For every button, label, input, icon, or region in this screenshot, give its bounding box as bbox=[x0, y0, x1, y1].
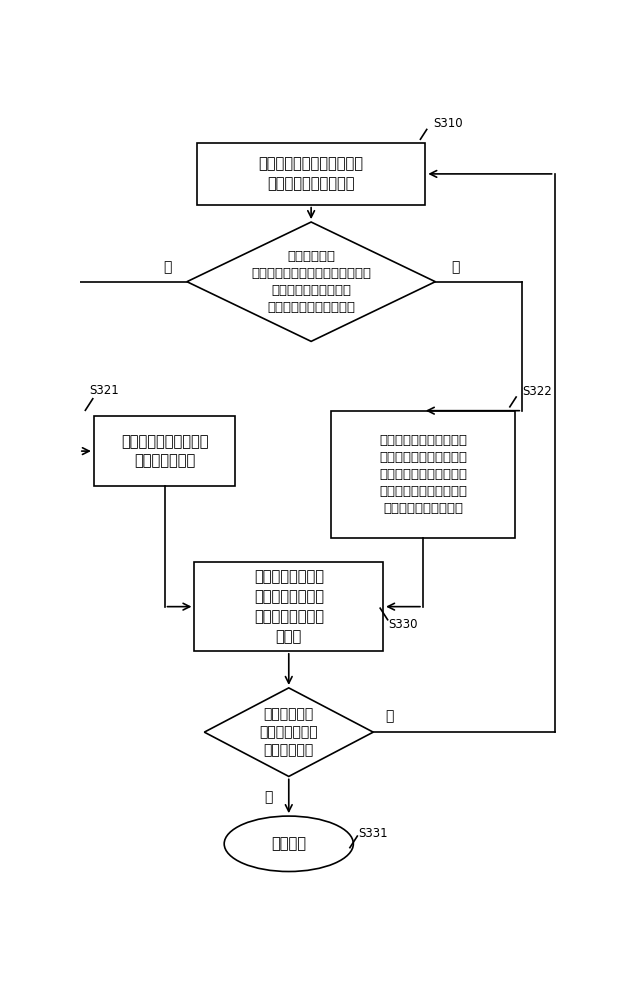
Text: S321: S321 bbox=[89, 384, 119, 397]
FancyBboxPatch shape bbox=[194, 562, 383, 651]
Text: S331: S331 bbox=[358, 827, 388, 840]
Polygon shape bbox=[204, 688, 373, 776]
FancyBboxPatch shape bbox=[331, 411, 515, 538]
Text: S330: S330 bbox=[388, 618, 418, 631]
Text: 当前权值是否
为权值矩阵中的
最后一个权值: 当前权值是否 为权值矩阵中的 最后一个权值 bbox=[260, 707, 318, 758]
Text: 是: 是 bbox=[265, 790, 273, 804]
Text: 当前权值是否
为权值矩阵中的第一个权值，或者
当前权值所在位置是否
与上一权值所在位置相同: 当前权值是否 为权值矩阵中的第一个权值，或者 当前权值所在位置是否 与上一权值所… bbox=[251, 250, 371, 314]
Ellipse shape bbox=[224, 816, 353, 872]
Text: S310: S310 bbox=[433, 117, 462, 130]
Text: S322: S322 bbox=[522, 385, 552, 398]
Text: 计算当前权值矩阵中的
部分和且不移动: 计算当前权值矩阵中的 部分和且不移动 bbox=[121, 434, 208, 468]
Text: 否: 否 bbox=[451, 260, 460, 274]
Text: 计算结束: 计算结束 bbox=[271, 836, 306, 851]
Text: 将计算出的当前权值矩阵
中的部分和向上移动若干
行，向上移动的行数为当
前权值与上一权值所在权
值矩阵中位置的行数差: 将计算出的当前权值矩阵 中的部分和向上移动若干 行，向上移动的行数为当 前权值与… bbox=[379, 434, 467, 515]
Text: 是: 是 bbox=[163, 260, 171, 274]
Text: 获取当前子特征块对应的权
值在权值矩阵中的位置: 获取当前子特征块对应的权 值在权值矩阵中的位置 bbox=[258, 156, 363, 191]
Text: 否: 否 bbox=[386, 709, 394, 723]
Polygon shape bbox=[187, 222, 435, 341]
FancyBboxPatch shape bbox=[94, 416, 235, 486]
Text: 将权值、子特征块
及所述部分和进行
乘法操作，得到计
算结果: 将权值、子特征块 及所述部分和进行 乘法操作，得到计 算结果 bbox=[254, 569, 324, 644]
FancyBboxPatch shape bbox=[197, 143, 426, 205]
